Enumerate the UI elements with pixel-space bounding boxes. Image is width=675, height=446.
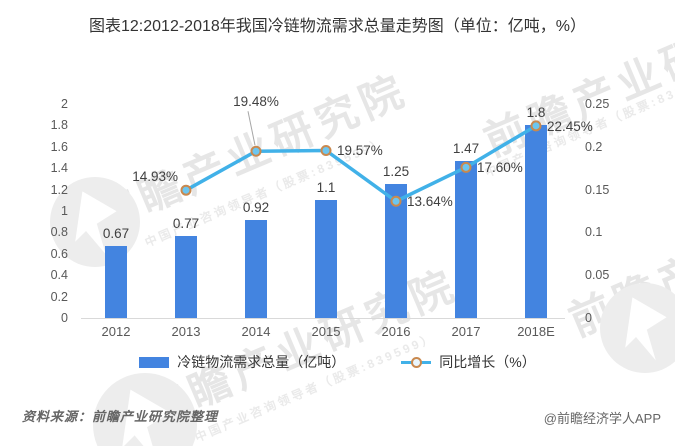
line-marker-swatch-icon: [401, 355, 432, 369]
bar-value-label: 0.77: [172, 215, 200, 231]
left-axis-tick-label: 1.6: [50, 139, 68, 154]
bar-value-label: 1.25: [382, 164, 410, 180]
x-axis-category-label: 2014: [241, 324, 271, 339]
left-axis-tick-label: 1.8: [50, 118, 68, 133]
x-axis-line: [81, 318, 565, 319]
label-leader-line: [247, 111, 256, 146]
x-axis-category-label: 2012: [101, 324, 131, 339]
growth-value-label: 19.57%: [337, 143, 383, 159]
bar: [175, 235, 197, 318]
growth-value-label: 14.93%: [132, 169, 178, 185]
line-marker: [320, 144, 332, 156]
line-marker: [180, 184, 192, 196]
bar-value-label: 1.47: [452, 140, 480, 156]
line-marker: [390, 195, 402, 207]
bar-value-label: 0.92: [242, 199, 270, 215]
right-axis-tick-label: 0.2: [585, 139, 603, 154]
chart-title: 图表12:2012-2018年我国冷链物流需求总量走势图（单位：亿吨，%）: [89, 18, 586, 35]
right-axis-tick-label: 0.25: [585, 97, 610, 111]
bar: [315, 200, 337, 318]
bar: [525, 125, 547, 318]
bar: [245, 219, 267, 318]
right-axis-tick-label: 0: [585, 311, 592, 325]
bar: [385, 184, 407, 318]
left-axis-tick-label: 0.4: [50, 268, 68, 283]
line-marker: [250, 145, 262, 157]
line-marker: [460, 161, 472, 173]
x-axis-category-label: 2018E: [517, 324, 555, 339]
right-axis-tick-label: 0.05: [585, 268, 610, 283]
x-axis-category-label: 2015: [311, 324, 341, 339]
legend-label: 同比增长（%）: [439, 354, 536, 370]
right-axis-tick-label: 0.15: [585, 182, 610, 197]
left-axis-tick-label: 0: [61, 311, 68, 325]
x-axis-category-label: 2013: [171, 324, 201, 339]
x-axis-category-label: 2017: [451, 324, 481, 339]
bar-value-label: 1.1: [316, 180, 336, 196]
left-axis-tick-label: 2: [61, 97, 68, 111]
source-note: 资料来源：前瞻产业研究院整理: [22, 409, 219, 424]
bar-swatch-icon: [139, 356, 170, 368]
legend-label: 冷链物流需求总量（亿吨）: [177, 354, 346, 370]
legend: 冷链物流需求总量（亿吨） 同比增长（%）: [0, 352, 675, 372]
growth-value-label: 19.48%: [233, 94, 279, 110]
line-marker: [530, 120, 542, 132]
growth-value-label: 13.64%: [407, 194, 453, 210]
x-axis-category-label: 2016: [381, 324, 411, 339]
bar-value-label: 1.8: [526, 105, 546, 121]
growth-value-label: 22.45%: [547, 118, 593, 134]
legend-item-bar-series[interactable]: 冷链物流需求总量（亿吨）: [139, 352, 345, 372]
legend-item-line-series[interactable]: 同比增长（%）: [401, 352, 536, 372]
growth-value-label: 17.60%: [477, 160, 523, 176]
credit-note: @前瞻经济学人APP: [543, 411, 661, 426]
left-axis-tick-label: 0.2: [50, 289, 68, 304]
right-axis-tick-label: 0.1: [585, 225, 603, 240]
left-axis-tick-label: 1.4: [50, 161, 68, 176]
bar: [455, 160, 477, 318]
